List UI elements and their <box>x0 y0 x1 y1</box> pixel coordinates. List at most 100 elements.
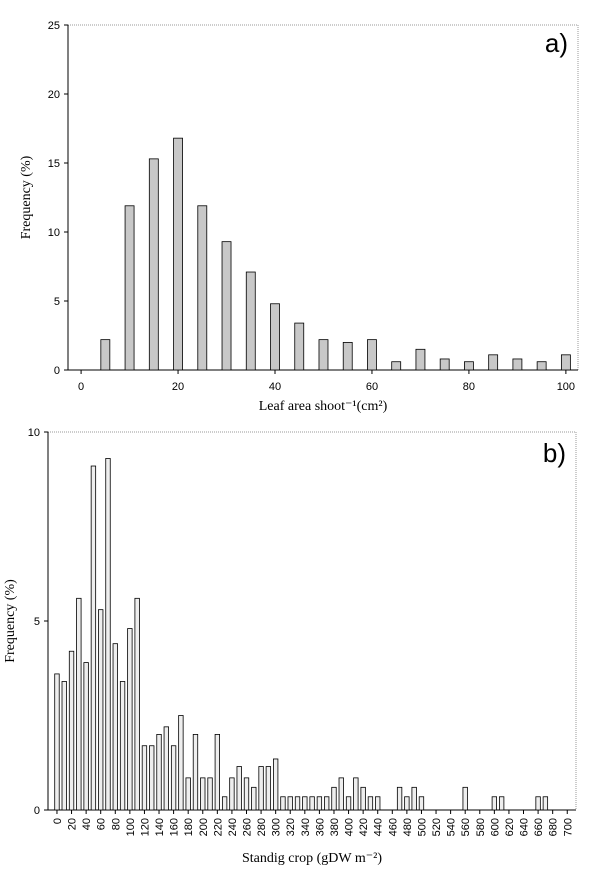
bar <box>185 777 191 811</box>
bar <box>243 777 250 811</box>
bar <box>360 786 366 811</box>
x-tick-label: 440 <box>373 818 385 836</box>
bar <box>236 766 242 811</box>
bar <box>105 458 111 811</box>
bar <box>536 361 547 371</box>
bar <box>560 354 571 371</box>
x-tick-label: 340 <box>300 818 312 836</box>
bar <box>542 796 549 811</box>
bar <box>265 766 272 811</box>
bar <box>324 796 330 811</box>
bar <box>391 361 402 371</box>
bar <box>415 348 426 371</box>
bar <box>221 796 228 811</box>
bar <box>396 786 403 811</box>
x-tick-label: 60 <box>96 818 108 830</box>
y-tick-label: 10 <box>48 227 60 239</box>
bar <box>141 745 148 811</box>
x-tick-label: 600 <box>489 818 501 836</box>
bar <box>112 643 118 811</box>
x-tick-label: 680 <box>548 818 560 836</box>
bar <box>294 796 301 811</box>
bar <box>76 597 82 811</box>
x-tick-label: 320 <box>285 818 297 836</box>
bar <box>270 303 280 371</box>
x-tick-label: 640 <box>519 818 531 836</box>
bar <box>149 745 155 811</box>
bar <box>68 650 75 811</box>
bar <box>418 796 425 811</box>
bar <box>173 137 183 371</box>
bar <box>245 271 256 371</box>
x-tick-label: 100 <box>557 381 575 393</box>
y-axis-label: Frequency (%) <box>19 155 34 239</box>
bar <box>464 361 474 371</box>
y-tick-label: 5 <box>34 616 40 628</box>
x-tick-label: 280 <box>256 818 268 836</box>
x-tick-label: 200 <box>198 818 210 836</box>
bar <box>100 339 111 371</box>
y-tick-label: 20 <box>48 89 60 101</box>
x-tick-label: 0 <box>78 381 84 393</box>
bar <box>338 777 344 811</box>
bar <box>170 745 177 811</box>
bar <box>163 726 169 811</box>
y-tick-label: 0 <box>54 365 60 377</box>
x-axis-label: Leaf area shoot⁻¹(cm²) <box>259 399 388 414</box>
bar <box>342 341 353 371</box>
bar <box>309 796 315 811</box>
bar <box>124 205 135 371</box>
bar <box>367 796 374 811</box>
bar <box>251 786 257 811</box>
bar <box>221 241 232 371</box>
x-tick-label: 520 <box>431 818 443 836</box>
y-tick-label: 25 <box>48 20 60 32</box>
y-tick-label: 15 <box>48 158 60 170</box>
bar <box>491 796 498 811</box>
bar <box>98 609 104 811</box>
x-tick-label: 660 <box>533 818 545 836</box>
bar <box>156 734 162 811</box>
x-tick-label: 80 <box>463 381 475 393</box>
x-tick-label: 60 <box>366 381 378 393</box>
x-axis-label: Standig crop (gDW m⁻²) <box>242 851 382 866</box>
bar <box>411 786 417 811</box>
bar <box>404 796 410 811</box>
x-tick-label: 300 <box>271 818 283 836</box>
x-tick-label: 40 <box>81 818 93 830</box>
bar <box>119 681 126 811</box>
bar <box>197 205 208 371</box>
x-tick-label: 400 <box>344 818 356 836</box>
bar <box>54 673 60 811</box>
y-tick-label: 10 <box>28 427 40 439</box>
bar <box>535 796 541 811</box>
bar <box>294 322 305 371</box>
x-tick-label: 0 <box>52 818 64 824</box>
bar <box>273 758 279 811</box>
x-tick-label: 360 <box>314 818 326 836</box>
bar <box>302 796 308 811</box>
bar <box>512 358 523 371</box>
bar <box>287 796 293 811</box>
bar <box>318 339 329 371</box>
x-tick-label: 560 <box>460 818 472 836</box>
x-tick-label: 240 <box>227 818 239 836</box>
x-tick-label: 20 <box>172 381 184 393</box>
bar <box>90 465 97 811</box>
bar <box>148 158 159 371</box>
x-tick-label: 380 <box>329 818 341 836</box>
x-tick-label: 140 <box>154 818 166 836</box>
x-tick-label: 20 <box>67 818 79 830</box>
x-tick-label: 80 <box>110 818 122 830</box>
y-tick-label: 5 <box>54 296 60 308</box>
x-tick-label: 100 <box>125 818 137 836</box>
x-tick-label: 260 <box>242 818 254 836</box>
x-tick-label: 220 <box>212 818 224 836</box>
bar <box>353 777 359 811</box>
bar <box>83 662 89 811</box>
bar <box>214 734 220 811</box>
bar <box>61 681 67 811</box>
bar <box>498 796 505 811</box>
